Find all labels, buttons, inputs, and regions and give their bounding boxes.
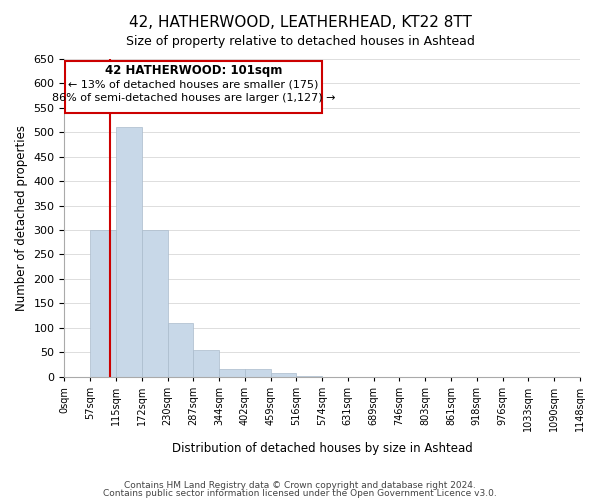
Text: Contains HM Land Registry data © Crown copyright and database right 2024.: Contains HM Land Registry data © Crown c… (124, 481, 476, 490)
Text: 42 HATHERWOOD: 101sqm: 42 HATHERWOOD: 101sqm (104, 64, 282, 76)
Bar (168, 323, 193, 376)
Text: Contains public sector information licensed under the Open Government Licence v3: Contains public sector information licen… (103, 488, 497, 498)
Bar (271, 373, 296, 376)
Bar (116, 128, 142, 376)
Bar (219, 370, 245, 376)
Text: 86% of semi-detached houses are larger (1,127) →: 86% of semi-detached houses are larger (… (52, 93, 335, 103)
X-axis label: Distribution of detached houses by size in Ashtead: Distribution of detached houses by size … (172, 442, 473, 455)
FancyBboxPatch shape (65, 62, 322, 112)
Bar (142, 230, 168, 376)
Bar (245, 370, 271, 376)
Bar (193, 350, 219, 376)
Text: ← 13% of detached houses are smaller (175): ← 13% of detached houses are smaller (17… (68, 80, 319, 90)
Bar (90, 230, 116, 376)
Text: 42, HATHERWOOD, LEATHERHEAD, KT22 8TT: 42, HATHERWOOD, LEATHERHEAD, KT22 8TT (128, 15, 472, 30)
Y-axis label: Number of detached properties: Number of detached properties (15, 125, 28, 311)
Text: Size of property relative to detached houses in Ashtead: Size of property relative to detached ho… (125, 35, 475, 48)
